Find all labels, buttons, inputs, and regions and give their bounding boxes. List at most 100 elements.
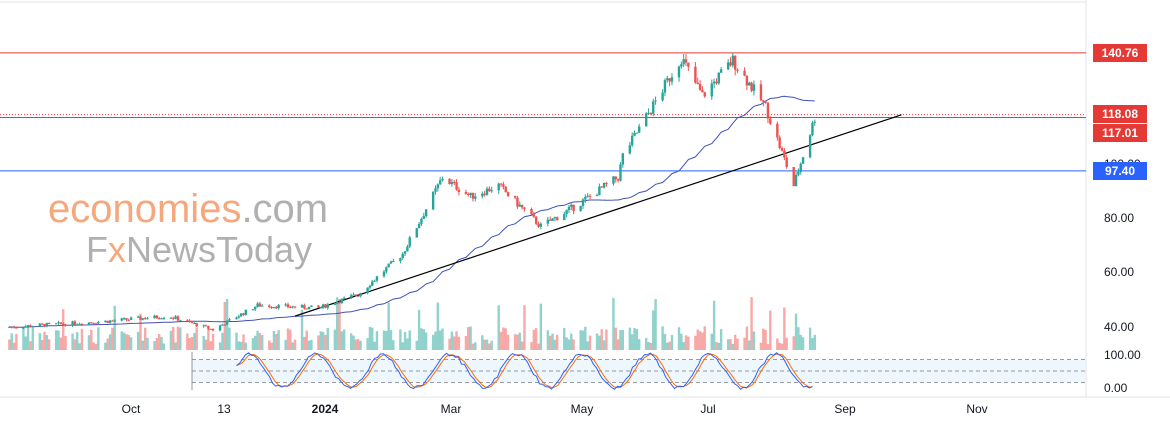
candle-body — [251, 309, 255, 311]
volume-bar — [750, 297, 753, 350]
candle-body — [335, 302, 339, 304]
candle-body — [59, 322, 63, 324]
volume-bar — [652, 310, 655, 350]
candle-body — [764, 101, 767, 103]
candle-body — [326, 304, 329, 308]
volume-bar — [373, 341, 376, 350]
candle-body — [762, 100, 765, 102]
candle-body — [457, 189, 461, 192]
volume-bar — [745, 326, 749, 350]
candle-body — [211, 328, 215, 331]
volume-bar — [677, 327, 681, 350]
candle-body — [382, 271, 386, 277]
volume-bar — [321, 332, 325, 350]
volume-bar — [438, 330, 442, 350]
volume-bar — [350, 333, 353, 350]
candle-body — [598, 186, 601, 196]
candle-body — [160, 318, 163, 320]
watermark-economies: economies — [48, 187, 241, 231]
candle-body — [539, 223, 543, 227]
candle-body — [450, 181, 454, 185]
volume-bar — [317, 335, 320, 350]
watermark-line2: FxNewsToday — [86, 229, 312, 270]
volume-bar — [392, 340, 395, 350]
volume-bar — [668, 341, 671, 350]
candle-body — [736, 69, 739, 71]
volume-bar — [59, 337, 63, 350]
volume-bar — [111, 327, 114, 350]
volume-bar — [10, 333, 13, 350]
candle-body — [602, 183, 606, 188]
price-axis[interactable]: 100.00 80.00 60.00 40.00 100.00 0.00 — [1104, 157, 1141, 395]
volume-bar — [8, 339, 11, 350]
volume-bar — [242, 334, 245, 350]
volume-bar — [15, 333, 18, 350]
candle-body — [546, 219, 550, 224]
candle-body — [431, 191, 435, 210]
volume-bar — [366, 338, 369, 350]
candle-body — [366, 287, 369, 294]
volume-bar — [694, 335, 697, 350]
candle-body — [731, 55, 735, 66]
volume-bar — [729, 338, 732, 350]
volume-bar — [581, 330, 585, 350]
volume-bar — [291, 342, 294, 350]
volume-bar — [759, 342, 763, 350]
volume-bar — [375, 331, 379, 350]
volume-bar — [497, 305, 500, 350]
candle-body — [733, 55, 737, 70]
volume-bar — [368, 326, 372, 350]
candle-body — [616, 179, 620, 181]
stoch-k-line — [236, 352, 813, 390]
candle-body — [570, 204, 573, 207]
candle-body — [448, 178, 451, 185]
volume-bar — [172, 326, 175, 350]
candle-body — [113, 320, 116, 322]
volume-bar — [584, 326, 587, 350]
volume-bar — [549, 335, 552, 350]
moving-average-line — [9, 95, 815, 328]
volume-bar — [389, 329, 393, 350]
volume-bar — [338, 299, 341, 350]
candle-body — [8, 327, 11, 328]
candle-body — [682, 59, 685, 65]
volume-bar — [251, 338, 255, 350]
candle-body — [357, 295, 360, 297]
candle-body — [696, 82, 699, 84]
price-label-bg — [1093, 105, 1147, 123]
volume-bar — [483, 339, 486, 350]
price-label: 118.08 — [1102, 107, 1138, 121]
price-label-bg — [1093, 44, 1147, 62]
volume-bar — [305, 330, 308, 350]
volume-bar — [97, 327, 100, 350]
volume-bar — [293, 339, 297, 350]
price-label: 117.01 — [1102, 126, 1138, 140]
volume-bar — [136, 331, 140, 350]
volume-bar — [799, 334, 802, 350]
volume-bar — [530, 342, 533, 350]
volume-bar — [169, 330, 173, 350]
candle-body — [612, 176, 615, 184]
candle-body — [441, 178, 444, 181]
volume-bar — [516, 334, 519, 350]
volume-bar — [513, 334, 517, 350]
volume-bar — [335, 297, 339, 350]
candle-body — [703, 92, 706, 97]
candle-body — [776, 123, 779, 138]
candle-body — [717, 72, 720, 84]
time-axis[interactable]: Oct 13 2024 Mar May Jul Sep Nov — [122, 402, 988, 416]
candle-body — [204, 325, 208, 327]
volume-bar — [431, 334, 435, 350]
candle-body — [221, 324, 224, 326]
candle-body — [162, 318, 166, 320]
candle-body — [275, 306, 278, 309]
candle-body — [209, 328, 212, 330]
candle-body — [579, 205, 582, 212]
volume-bar — [237, 341, 241, 350]
x-tick-label: Jul — [700, 402, 715, 416]
volume-bar — [518, 332, 521, 350]
candle-body — [572, 204, 575, 212]
candle-body — [513, 195, 517, 198]
trendline-group — [294, 114, 902, 317]
volume-bar — [387, 302, 390, 350]
